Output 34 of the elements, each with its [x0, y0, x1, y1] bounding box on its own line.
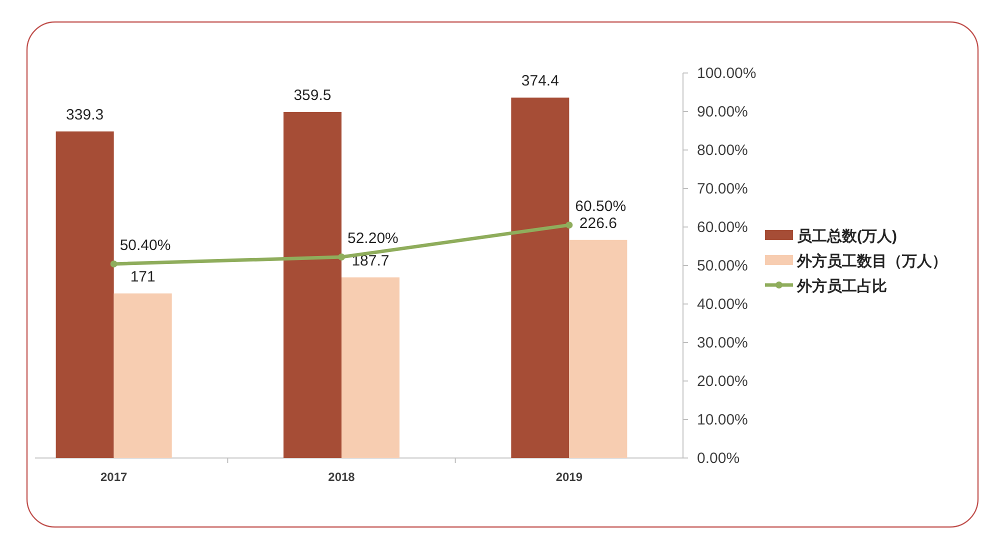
- x-tick-label: 2017: [100, 470, 128, 484]
- x-tick-label: 2019: [556, 470, 583, 484]
- data-label: 60.50%: [575, 198, 626, 216]
- point: [110, 260, 118, 268]
- y2-tick-label: 80.00%: [697, 142, 748, 159]
- y2-tick-label: 90.00%: [697, 104, 748, 120]
- data-label: 171: [130, 268, 156, 286]
- bar: [56, 131, 114, 458]
- bar: [569, 240, 628, 458]
- data-label: 226.6: [579, 214, 617, 232]
- legend-label: 外方员工占比: [796, 277, 887, 295]
- y2-tick-label: 30.00%: [697, 334, 748, 352]
- legend-label: 员工总数(万人): [797, 228, 897, 245]
- bar: [511, 98, 570, 458]
- y2-tick-label: 0.00%: [697, 450, 740, 467]
- y2-tick-label: 50.00%: [697, 258, 748, 274]
- point: [566, 222, 573, 229]
- data-label: 50.40%: [120, 236, 171, 254]
- bar: [284, 112, 342, 458]
- y2-tick-label: 20.00%: [697, 373, 748, 390]
- data-label: 52.20%: [348, 230, 398, 248]
- y2-tick-label: 40.00%: [697, 296, 748, 313]
- data-label: 359.5: [294, 86, 332, 104]
- y2-tick-label: 60.00%: [697, 219, 748, 236]
- y2-tick-label: 10.00%: [697, 412, 748, 428]
- point: [338, 254, 345, 261]
- x-tick-label: 2018: [328, 470, 356, 484]
- y2-tick-label: 100.00%: [697, 65, 756, 82]
- bar: [342, 277, 400, 458]
- data-label: 339.3: [66, 106, 104, 124]
- legend-label: 外方员工数目（万人）: [796, 252, 947, 270]
- bar: [114, 293, 172, 458]
- y2-tick-label: 70.00%: [697, 180, 748, 198]
- data-label: 374.4: [521, 72, 559, 90]
